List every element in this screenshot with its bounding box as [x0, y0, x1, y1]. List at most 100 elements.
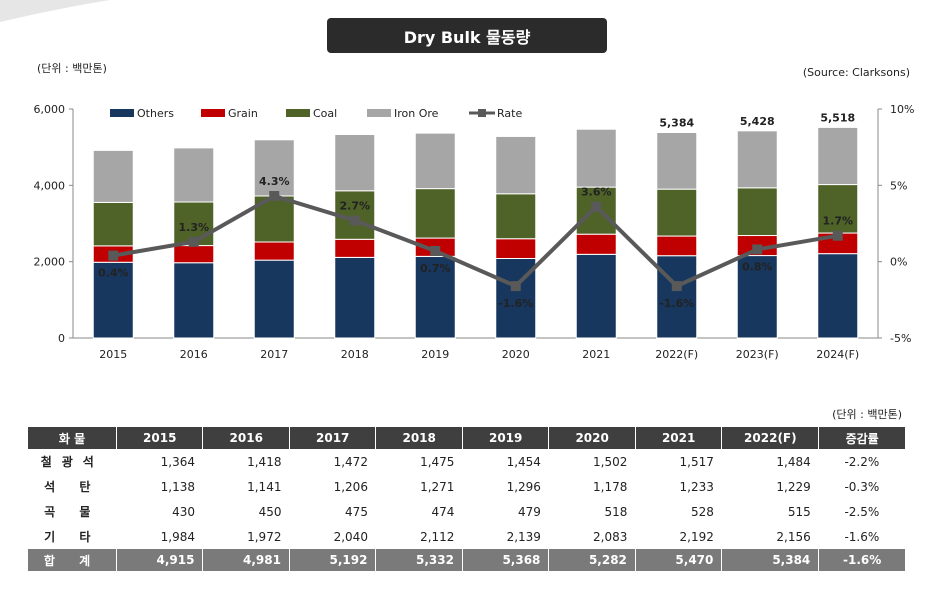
rate-label: 0.4%	[98, 267, 129, 280]
table-cell: 2,083	[593, 529, 628, 544]
bar-coal	[495, 193, 537, 240]
table-cell: 1,138	[160, 479, 195, 494]
table-header: 2020	[548, 427, 636, 449]
table-cell: 1,206	[333, 479, 368, 494]
bar-others	[817, 253, 859, 339]
y2-tick-label: 10%	[890, 103, 914, 116]
table-cell: -2.5%	[844, 504, 880, 519]
table-row: 기 타 1,984 1,972 2,040 2,112 2,139 2,083 …	[28, 524, 905, 549]
table-cell: -2.2%	[844, 454, 880, 469]
legend-label: Rate	[497, 107, 522, 120]
table-cell: -0.3%	[844, 479, 880, 494]
bar-iron-ore	[334, 133, 376, 192]
table-cell: 450	[258, 504, 282, 519]
x-tick-label: 2020	[502, 348, 530, 361]
legend-label: Iron Ore	[394, 107, 439, 120]
rate-line	[112, 193, 839, 289]
rate-point	[832, 230, 843, 241]
table-cell: 5,368	[461, 549, 549, 571]
total-label: 5,384	[659, 117, 694, 130]
table-cell: 1,472	[333, 454, 368, 469]
bar-others	[173, 262, 215, 339]
table-row: 철광석 1,364 1,418 1,472 1,475 1,454 1,502 …	[28, 449, 905, 474]
legend-swatch	[110, 109, 134, 117]
table-header: 2019	[461, 427, 549, 449]
rate-point	[430, 245, 441, 256]
bar-iron-ore	[736, 130, 778, 189]
table-cell: 1,178	[593, 479, 628, 494]
table-row: 석 탄 1,138 1,141 1,206 1,271 1,296 1,178 …	[28, 474, 905, 499]
bar-iron-ore	[92, 149, 134, 203]
table-cell: 1,418	[247, 454, 282, 469]
x-tick-label: 2017	[260, 348, 288, 361]
row-label: 철광석	[40, 455, 104, 469]
table-header: 화 물	[28, 427, 117, 449]
bar-iron-ore	[575, 128, 617, 188]
rate-point	[752, 244, 763, 255]
y2-tick-label: 5%	[890, 179, 907, 192]
table-cell: 1,484	[776, 454, 811, 469]
rate-point	[349, 215, 360, 226]
table-cell: 1,475	[420, 454, 455, 469]
row-label: 곡 물	[44, 505, 101, 519]
bar-grain	[575, 233, 617, 255]
rate-point	[591, 201, 602, 212]
total-label: 5,428	[740, 115, 775, 128]
bar-coal	[736, 187, 778, 237]
rate-label: 4.3%	[259, 175, 290, 188]
rate-point	[108, 250, 119, 261]
total-label: 5,518	[820, 111, 855, 124]
legend-swatch	[367, 109, 391, 117]
rate-label: 0.8%	[742, 260, 773, 273]
table-cell: 4,981	[202, 549, 290, 571]
y-tick-label: 2,000	[34, 256, 66, 269]
table-cell: 5,470	[634, 549, 722, 571]
rate-label: 0.7%	[420, 262, 451, 275]
legend-swatch	[201, 109, 225, 117]
bar-others	[334, 256, 376, 339]
table-header: 증감률	[818, 427, 905, 449]
rate-point	[269, 191, 280, 202]
table-total-row: 합 계 4,915 4,981 5,192 5,332 5,368 5,282 …	[28, 549, 905, 571]
table-unit-label: (단위 : 백만톤)	[832, 408, 902, 421]
table-cell: 1,271	[420, 479, 455, 494]
bar-iron-ore	[253, 139, 295, 197]
table-cell: 2,156	[776, 529, 811, 544]
bar-grain	[173, 245, 215, 264]
corner-decoration	[0, 0, 110, 22]
table-cell: 474	[431, 504, 455, 519]
x-tick-label: 2024(F)	[816, 348, 859, 361]
table-header: 2022(F)	[721, 427, 819, 449]
rate-label: 1.3%	[178, 221, 209, 234]
bar-grain	[495, 238, 537, 259]
table-header: 2016	[202, 427, 290, 449]
dry-bulk-table: 화 물 2015 2016 2017 2018 2019 2020 2021 2…	[28, 427, 905, 571]
bar-others	[575, 253, 617, 339]
x-tick-label: 2023(F)	[736, 348, 779, 361]
x-tick-label: 2022(F)	[655, 348, 698, 361]
bar-iron-ore	[414, 132, 456, 190]
legend-swatch	[478, 109, 486, 117]
rate-label: 3.6%	[581, 186, 612, 199]
y2-tick-label: -5%	[890, 332, 911, 345]
bar-others	[656, 255, 698, 339]
dry-bulk-chart: 0 2,000 4,000 6,000 -5% 0% 5% 10% 2015 2016 2017 20…	[34, 103, 915, 361]
y-tick-label: 4,000	[34, 179, 66, 192]
rate-label: -1.6%	[659, 297, 694, 310]
bar-iron-ore	[495, 135, 537, 195]
table-cell: 479	[518, 504, 541, 519]
rate-label: 2.7%	[339, 199, 370, 212]
table-cell: 1,233	[679, 479, 714, 494]
y-tick-label: 0	[58, 332, 65, 345]
table-cell: 1,454	[506, 454, 541, 469]
x-tick-label: 2021	[582, 348, 610, 361]
bar-grain	[334, 238, 376, 258]
page-title: Dry Bulk 물동량	[327, 18, 607, 53]
table-cell: 2,112	[420, 529, 455, 544]
x-tick-label: 2016	[180, 348, 208, 361]
table-cell: 1,972	[247, 529, 282, 544]
table-cell: 1,296	[506, 479, 541, 494]
table-cell: 515	[787, 504, 811, 519]
bar-grain	[656, 235, 698, 257]
bar-coal	[92, 201, 134, 247]
